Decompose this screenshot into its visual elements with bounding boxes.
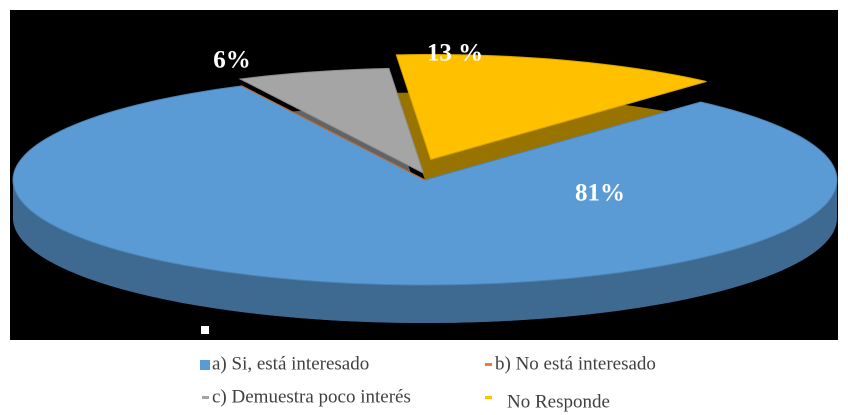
legend: a) Si, está interesado b) No está interes… [200, 353, 656, 412]
legend-label: c) Demuestra poco interés [212, 386, 411, 407]
data-label: 6% [213, 47, 251, 74]
legend-swatch [202, 396, 209, 399]
slice [395, 54, 707, 161]
data-label: 81% [575, 180, 625, 207]
legend-swatch [485, 396, 492, 399]
legend-swatch [485, 363, 492, 366]
slice-side [13, 180, 837, 323]
legend-label: No Responde [507, 391, 610, 412]
legend-label: b) No está interesado [495, 353, 656, 374]
marker [199, 324, 211, 336]
slice [238, 67, 425, 175]
pie: 81% 6% 13 % [12, 40, 838, 323]
data-label: 13 % [427, 40, 483, 67]
slice [12, 85, 838, 286]
legend-swatch [200, 360, 210, 370]
legend-label: a) Si, está interesado [212, 353, 369, 374]
